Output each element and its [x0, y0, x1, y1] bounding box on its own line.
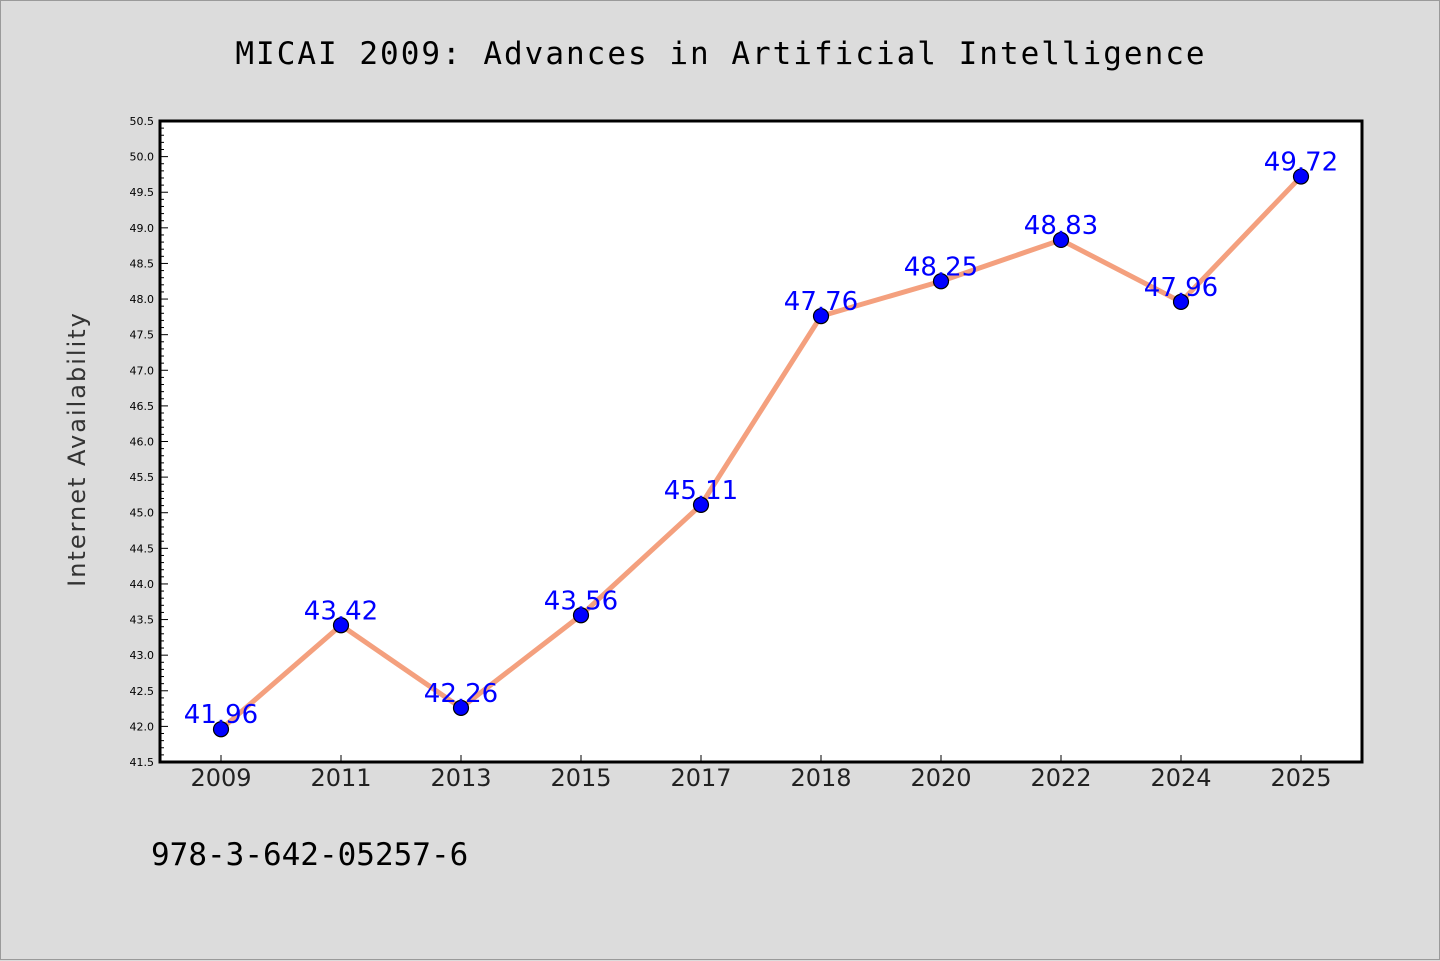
y-tick-label: 48.5 — [130, 257, 155, 270]
data-label: 47.76 — [784, 287, 858, 317]
y-tick-label: 44.0 — [130, 578, 155, 591]
y-tick-label: 42.0 — [130, 720, 155, 733]
y-axis: 41.5 42.0 42.5 43.0 43.5 44.0 44.5 45.0 45.5 46.0… — [130, 115, 168, 769]
data-labels: 41.96 43.42 42.26 43.56 45.11 47.76 48.25 48.83… — [184, 148, 1338, 731]
y-tick-label: 42.5 — [130, 685, 155, 698]
y-tick-label: 50.0 — [130, 151, 155, 164]
x-tick-label: 2009 — [190, 764, 251, 792]
x-tick-label: 2017 — [670, 764, 731, 792]
data-point — [1172, 293, 1190, 311]
data-label: 41.96 — [184, 700, 258, 730]
y-tick-label: 49.5 — [130, 186, 155, 199]
data-point — [452, 699, 470, 716]
data-label: 42.26 — [424, 679, 498, 709]
y-tick-label: 47.0 — [130, 364, 155, 377]
series-line — [218, 174, 1304, 732]
data-point — [1292, 168, 1310, 185]
data-point — [932, 273, 950, 290]
x-tick-label: 2018 — [790, 764, 851, 792]
plot-area — [158, 119, 1364, 764]
y-tick-label: 43.0 — [130, 649, 155, 662]
y-tick-label: 48.0 — [130, 293, 155, 306]
y-axis-label: Internet Availability — [63, 311, 91, 587]
data-point — [332, 617, 350, 634]
data-label: 45.11 — [664, 476, 738, 506]
data-label: 43.42 — [304, 596, 378, 626]
x-tick-label: 2011 — [310, 764, 371, 792]
data-label: 47.96 — [1144, 273, 1218, 303]
isbn-footer: 978-3-642-05257-6 — [151, 837, 468, 873]
chart-title: MICAI 2009: Advances in Artificial Intel… — [235, 36, 1206, 72]
y-tick-label: 50.5 — [130, 115, 155, 128]
data-point — [692, 496, 710, 513]
data-series — [212, 168, 1310, 738]
y-tick-label: 49.0 — [130, 222, 155, 235]
x-tick-label: 2025 — [1270, 764, 1331, 792]
data-label: 43.56 — [544, 586, 618, 616]
data-label: 48.25 — [904, 252, 978, 282]
y-tick-label: 43.5 — [130, 614, 155, 627]
x-tick-label: 2015 — [550, 764, 611, 792]
data-label: 49.72 — [1264, 148, 1338, 178]
y-tick-label: 45.5 — [130, 471, 155, 484]
x-tick-label: 2013 — [430, 764, 491, 792]
x-tick-label: 2020 — [910, 764, 971, 792]
data-point — [212, 721, 230, 738]
y-tick-label: 46.0 — [130, 436, 155, 449]
y-tick-label: 47.5 — [130, 329, 155, 342]
data-point — [572, 607, 590, 624]
y-tick-label: 44.5 — [130, 542, 155, 555]
x-axis: 2009 2011 2013 2015 2017 2018 2020 2022 2024 2025 — [190, 755, 1332, 792]
data-label: 48.83 — [1024, 211, 1098, 241]
y-tick-label: 46.5 — [130, 400, 155, 413]
x-tick-label: 2024 — [1150, 764, 1211, 792]
y-tick-label: 41.5 — [130, 756, 155, 769]
data-point — [812, 308, 830, 325]
data-point — [1052, 231, 1070, 249]
x-tick-label: 2022 — [1030, 764, 1091, 792]
y-tick-label: 45.0 — [130, 507, 155, 520]
